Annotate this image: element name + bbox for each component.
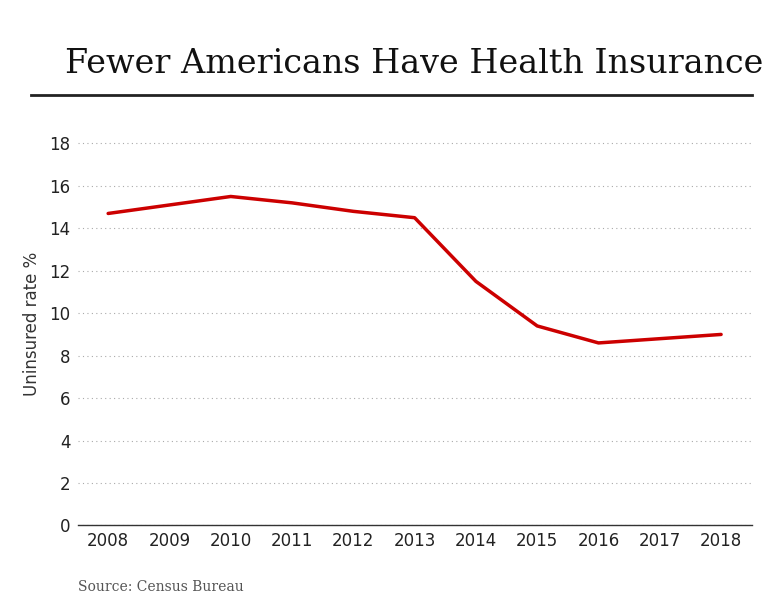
Y-axis label: Uninsured rate %: Uninsured rate % xyxy=(23,252,41,396)
Text: Source: Census Bureau: Source: Census Bureau xyxy=(78,580,243,593)
Text: Fewer Americans Have Health Insurance: Fewer Americans Have Health Insurance xyxy=(65,48,764,80)
